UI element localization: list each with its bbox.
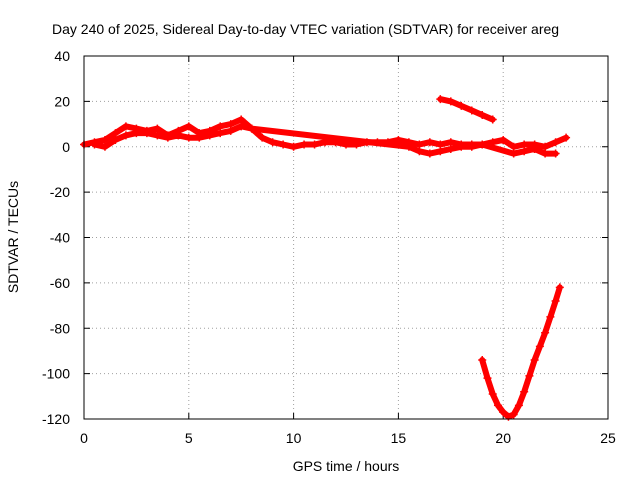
data-point: [478, 140, 487, 149]
y-tick-label: -100: [42, 366, 70, 382]
data-point: [530, 145, 539, 154]
data-series-layer: [80, 95, 571, 421]
data-point: [153, 131, 162, 140]
data-point: [258, 133, 267, 142]
data-point: [499, 408, 508, 417]
data-point: [289, 142, 298, 151]
data-point: [478, 356, 487, 365]
data-point: [121, 131, 130, 140]
y-tick-label: 20: [54, 93, 70, 109]
x-tick-label: 15: [391, 430, 407, 446]
data-point: [279, 140, 288, 149]
data-point: [509, 149, 518, 158]
data-point: [541, 149, 550, 158]
data-point: [174, 131, 183, 140]
data-point: [111, 135, 120, 144]
chart-title: Day 240 of 2025, Sidereal Day-to-day VTE…: [52, 21, 559, 37]
data-point: [488, 115, 497, 124]
data-point: [425, 138, 434, 147]
data-point: [226, 120, 235, 129]
data-point: [488, 390, 497, 399]
grid-lines: [83, 55, 609, 420]
data-point: [546, 312, 555, 321]
data-point: [467, 106, 476, 115]
data-point: [247, 124, 256, 133]
data-point: [436, 147, 445, 156]
data-point: [551, 297, 560, 306]
y-axis-label: SDTVAR / TECUs: [5, 181, 21, 293]
x-axis-label: GPS time / hours: [293, 458, 400, 474]
data-point: [530, 356, 539, 365]
data-point: [467, 142, 476, 151]
data-point: [551, 149, 560, 158]
x-tick-label: 10: [286, 430, 302, 446]
series-line-3: [437, 96, 496, 123]
y-tick-label: 0: [62, 139, 70, 155]
data-point: [142, 129, 151, 138]
data-point: [195, 133, 204, 142]
data-point: [404, 142, 413, 151]
tick-labels: 0 5 10 15 20 25 40 20 0 -20 -40 -60 -80 -100 -120: [42, 48, 616, 446]
data-point: [268, 138, 277, 147]
data-point: [216, 129, 225, 138]
data-point: [499, 135, 508, 144]
y-tick-label: -40: [50, 230, 70, 246]
data-point: [132, 129, 141, 138]
x-tick-label: 25: [600, 430, 616, 446]
data-point: [300, 140, 309, 149]
data-point: [163, 133, 172, 142]
data-point: [551, 138, 560, 147]
data-point: [216, 122, 225, 131]
data-point: [446, 138, 455, 147]
data-point: [310, 140, 319, 149]
y-tick-label: -20: [50, 184, 70, 200]
data-point: [226, 126, 235, 135]
data-point: [541, 142, 550, 151]
data-point: [541, 328, 550, 337]
y-tick-label: -120: [42, 411, 70, 427]
data-point: [535, 342, 544, 351]
data-point: [205, 131, 214, 140]
data-point: [514, 401, 523, 410]
data-point: [184, 133, 193, 142]
data-point: [478, 110, 487, 119]
data-point: [525, 371, 534, 380]
data-point: [493, 401, 502, 410]
data-point: [457, 142, 466, 151]
data-point: [153, 124, 162, 133]
data-point: [509, 142, 518, 151]
y-tick-label: -60: [50, 275, 70, 291]
data-point: [520, 147, 529, 156]
data-point: [520, 140, 529, 149]
x-tick-label: 0: [80, 430, 88, 446]
data-point: [483, 374, 492, 383]
y-tick-label: 40: [54, 48, 70, 64]
data-point: [457, 101, 466, 110]
data-point: [237, 115, 246, 124]
y-tick-label: -80: [50, 320, 70, 336]
data-point: [237, 122, 246, 131]
data-point: [90, 140, 99, 149]
x-tick-label: 5: [185, 430, 193, 446]
data-point: [509, 410, 518, 419]
data-point: [446, 145, 455, 154]
x-tick-label: 20: [495, 430, 511, 446]
data-point: [555, 283, 564, 292]
data-point: [121, 122, 130, 131]
data-point: [436, 95, 445, 104]
data-point: [415, 147, 424, 156]
data-point: [436, 140, 445, 149]
data-point: [111, 129, 120, 138]
data-point: [184, 122, 193, 131]
data-point: [415, 140, 424, 149]
data-point: [446, 97, 455, 106]
data-point: [100, 135, 109, 144]
plot-frame: [83, 55, 609, 420]
data-point: [562, 133, 571, 142]
data-point: [100, 142, 109, 151]
series-line-4: [479, 284, 563, 420]
data-point: [425, 149, 434, 158]
data-point: [520, 387, 529, 396]
